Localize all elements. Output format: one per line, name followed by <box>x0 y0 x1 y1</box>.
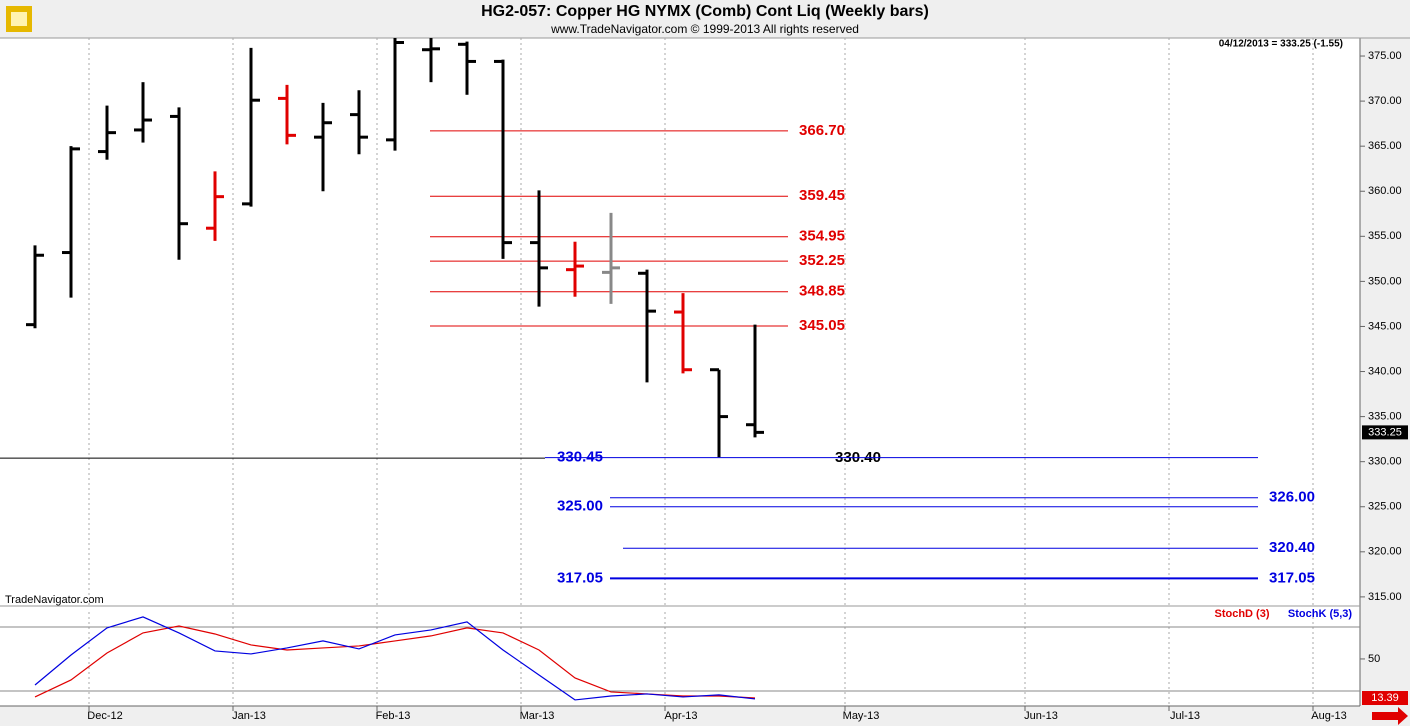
y-tick-label: 330.00 <box>1368 456 1402 468</box>
y-tick-label: 370.00 <box>1368 95 1402 107</box>
series-line <box>34 625 756 699</box>
level-label: 317.05 <box>557 569 603 586</box>
y-tick-label: 320.00 <box>1368 546 1402 558</box>
level-label: 359.45 <box>799 187 845 204</box>
x-tick-label: Jan-13 <box>232 710 266 722</box>
x-tick-label: Dec-12 <box>87 710 122 722</box>
x-tick-label: Jul-13 <box>1170 710 1200 722</box>
last-value-box <box>1362 691 1408 706</box>
y-tick-label: 350.00 <box>1368 275 1402 287</box>
level-label: 317.05 <box>1269 569 1315 586</box>
x-tick-label: Mar-13 <box>520 710 555 722</box>
level-label: 352.25 <box>799 252 845 269</box>
x-tick-label: Aug-13 <box>1311 710 1346 722</box>
header-bg <box>0 0 1410 38</box>
x-tick-label: Feb-13 <box>376 710 411 722</box>
level-label: 366.70 <box>799 122 845 139</box>
x-tick-label: May-13 <box>843 710 880 722</box>
watermark: TradeNavigator.com <box>5 594 104 606</box>
y-tick-label: 360.00 <box>1368 185 1402 197</box>
y-tick-label: 345.00 <box>1368 320 1402 332</box>
y-axis-bg <box>1360 0 1410 726</box>
last-price-label: 333.25 <box>1368 426 1402 438</box>
level-label: 354.95 <box>799 228 845 245</box>
x-tick-label: Apr-13 <box>664 710 697 722</box>
level-label: 345.05 <box>799 317 845 334</box>
y-tick-label: 375.00 <box>1368 50 1402 62</box>
legend-label: StochD (3) <box>1215 608 1270 620</box>
y-tick-label: 365.00 <box>1368 140 1402 152</box>
y-tick-label: 335.00 <box>1368 411 1402 423</box>
logo <box>6 6 32 32</box>
chart-subtitle: www.TradeNavigator.com © 1999-2013 All r… <box>550 22 859 36</box>
y-tick-label: 340.00 <box>1368 365 1402 377</box>
level-label: 326.00 <box>1269 489 1315 506</box>
last-info: 04/12/2013 = 333.25 (-1.55) <box>1219 39 1343 50</box>
scroll-arrow[interactable] <box>1372 707 1408 725</box>
last-value-label: 13.39 <box>1371 692 1399 704</box>
series-line <box>34 616 756 701</box>
y-tick-label: 325.00 <box>1368 501 1402 513</box>
x-tick-label: Jun-13 <box>1024 710 1058 722</box>
y-tick-label: 50 <box>1368 653 1380 665</box>
y-tick-label: 315.00 <box>1368 591 1402 603</box>
chart-title: HG2-057: Copper HG NYMX (Comb) Cont Liq … <box>481 3 929 20</box>
level-label: 320.40 <box>1269 539 1315 556</box>
level-label: 330.45 <box>557 449 603 466</box>
level-label: 325.00 <box>557 498 603 515</box>
x-axis-bg <box>0 706 1360 726</box>
level-label: 348.85 <box>799 283 845 300</box>
y-tick-label: 355.00 <box>1368 230 1402 242</box>
legend-label: StochK (5,3) <box>1288 608 1353 620</box>
last-price-box <box>1362 425 1408 440</box>
